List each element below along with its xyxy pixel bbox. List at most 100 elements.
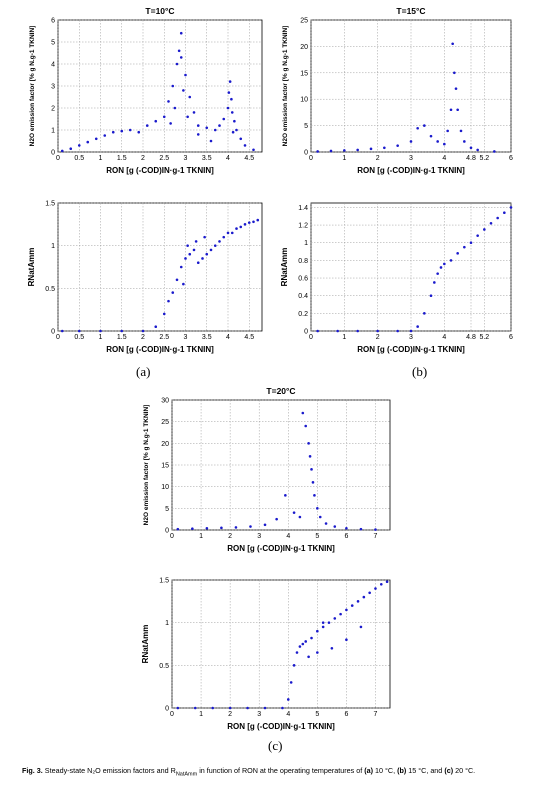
- y-axis-label: N2O emission factor [% g N.g-1 TKNIN]: [29, 26, 36, 147]
- x-tick-label: 2: [141, 334, 145, 341]
- data-point: [316, 329, 319, 333]
- y-tick-label: 5: [51, 40, 55, 47]
- data-point: [194, 240, 198, 243]
- data-point: [141, 329, 145, 333]
- x-tick-label: 2.5: [159, 155, 169, 162]
- data-point: [182, 282, 185, 286]
- data-point: [175, 62, 179, 66]
- data-point: [503, 211, 506, 215]
- x-tick-label: 1: [342, 155, 346, 162]
- data-point: [476, 148, 479, 152]
- chart-b-top-svg: 0 1 2 3 4 4.8 5.2 6 0 5 10 15 20 25 T=15°C RON [g (-COD…: [282, 6, 513, 175]
- x-tick-label: 0: [170, 533, 174, 540]
- data-point: [423, 124, 426, 127]
- y-tick-label: 0.5: [45, 286, 55, 293]
- data-point: [443, 142, 446, 146]
- x-tick-label: 4.5: [244, 334, 254, 341]
- x-axis-label: RON [g (-COD)IN·g-1 TKNIN]: [106, 166, 214, 175]
- data-point: [186, 244, 189, 247]
- data-point: [249, 525, 252, 528]
- data-point: [231, 130, 235, 134]
- x-tick-label: 1.5: [117, 155, 127, 162]
- data-point: [454, 87, 458, 90]
- data-point: [252, 148, 255, 152]
- data-point: [304, 640, 308, 643]
- figure-caption: Fig. 3. Steady-state N₂O emission factor…: [22, 766, 542, 779]
- data-point: [374, 528, 377, 531]
- data-point: [169, 122, 172, 125]
- y-tick-label: 3: [51, 84, 55, 91]
- data-point: [316, 507, 319, 510]
- y-tick-label: 0: [165, 706, 169, 713]
- y-tick-label: 0: [304, 150, 308, 157]
- chart-a-bottom: 0 0.5 1 1.5 2 2.5 3 3.5 4 4.5 0 0.5 1 1.5 RON [g (-COD…: [0, 195, 277, 365]
- data-point: [239, 225, 243, 229]
- x-tick-label: 7: [374, 711, 378, 718]
- data-point: [230, 111, 234, 114]
- data-point: [496, 216, 499, 220]
- caption-figure-number: Fig. 3.: [22, 766, 43, 775]
- x-tick-label: 3: [184, 334, 188, 341]
- data-point: [171, 84, 175, 88]
- data-point: [175, 278, 179, 282]
- x-tick-label: 1: [99, 155, 103, 162]
- chart-c-top: 0 1 2 3 4 5 6 7 0 5 10 15 20 25 30 T=20°C RON [g (-COD)I…: [138, 380, 415, 570]
- x-tick-label: 4: [286, 711, 290, 718]
- data-point: [193, 706, 197, 710]
- chart-title: T=10°C: [145, 6, 174, 16]
- data-point: [292, 511, 296, 514]
- data-point: [211, 706, 214, 710]
- y-tick-label: 4: [51, 62, 55, 69]
- x-tick-label: 6: [509, 155, 513, 162]
- data-point: [446, 129, 449, 133]
- data-point: [359, 527, 363, 531]
- y-tick-label: 20: [300, 44, 308, 51]
- data-point: [154, 325, 158, 329]
- x-tick-label: 6: [344, 711, 348, 718]
- x-tick-label: 5: [315, 711, 319, 718]
- x-tick-label: 1: [199, 533, 203, 540]
- data-point: [429, 134, 433, 138]
- data-point: [226, 231, 230, 235]
- data-point: [456, 108, 459, 112]
- x-tick-label: 0: [56, 155, 60, 162]
- data-point: [120, 329, 124, 333]
- chart-a-top: 0 0.5 1 1.5 2 2.5 3 3.5 4 4.5 0 1 2 3 4 5 6 T=10°C RON [g …: [0, 0, 277, 190]
- y-tick-label: 20: [161, 441, 169, 448]
- data-point: [182, 89, 185, 92]
- x-tick-label: 7: [374, 533, 378, 540]
- chart-c-bottom: 0 1 2 3 4 5 6 7 0 0.5 1 1.5 RON [g (-COD)IN·g-1 TKNI…: [138, 572, 415, 740]
- data-point: [463, 140, 466, 143]
- x-tick-label: 3.5: [202, 334, 212, 341]
- data-point: [298, 645, 302, 648]
- y-tick-label: 15: [300, 70, 308, 77]
- data-point: [316, 629, 319, 633]
- x-tick-label: 2: [228, 533, 232, 540]
- y-tick-label: 5: [304, 123, 308, 130]
- data-point: [171, 291, 175, 294]
- data-point: [327, 621, 331, 624]
- chart-title: T=15°C: [396, 6, 425, 16]
- data-point: [179, 265, 183, 269]
- data-point: [383, 146, 386, 150]
- data-point: [469, 146, 473, 150]
- data-point: [167, 299, 170, 303]
- data-point: [196, 124, 200, 127]
- data-point: [222, 235, 226, 239]
- data-point: [263, 523, 267, 527]
- data-point: [295, 651, 299, 654]
- x-tick-label: 5.2: [479, 155, 489, 162]
- chart-a-bottom-svg: 0 0.5 1 1.5 2 2.5 3 3.5 4 4.5 0 0.5 1 1.5 RON [g (-COD…: [27, 201, 263, 354]
- data-point: [409, 140, 413, 143]
- data-point: [333, 617, 337, 620]
- x-tick-label: 3: [257, 533, 261, 540]
- data-point: [209, 248, 213, 252]
- x-tick-label: 1: [342, 334, 346, 341]
- data-point: [213, 128, 217, 132]
- data-point: [176, 527, 180, 531]
- x-tick-label: 1: [199, 711, 203, 718]
- data-point: [256, 218, 260, 222]
- x-tick-label: 0: [170, 711, 174, 718]
- y-tick-label: 1: [165, 620, 169, 627]
- x-tick-label: 0.5: [74, 334, 84, 341]
